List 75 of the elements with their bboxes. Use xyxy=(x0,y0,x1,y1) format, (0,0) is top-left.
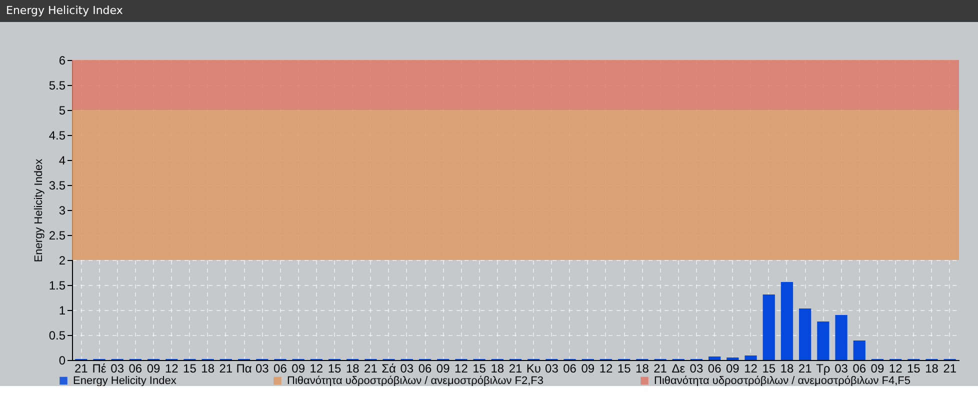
x-tick-label: 06 xyxy=(563,362,577,376)
y-tick-label: 1.5 xyxy=(48,278,66,292)
x-tick-label: 15 xyxy=(617,362,632,376)
legend-label: Πιθανότητα υδροστρόβιλων / ανεμοστρόβιλων F2,F3 xyxy=(287,374,544,387)
x-tick-label: Πέ xyxy=(92,362,107,376)
bar xyxy=(744,356,757,360)
x-tick-label: 09 xyxy=(726,362,740,376)
y-tick-label: 4.5 xyxy=(48,128,66,142)
x-tick-label: 15 xyxy=(472,362,486,376)
x-tick-label: 21 xyxy=(654,362,668,376)
x-tick-label: 03 xyxy=(690,362,704,376)
bar xyxy=(762,294,775,360)
x-tick-label: 06 xyxy=(418,362,432,376)
y-tick-label: 3.5 xyxy=(48,178,66,192)
x-tick-label: 09 xyxy=(436,362,450,376)
x-tick-label: 12 xyxy=(599,362,613,376)
bar xyxy=(817,322,830,360)
x-tick-label: 18 xyxy=(780,362,794,376)
chart-title: Energy Helicity Index xyxy=(6,4,124,17)
x-tick-label: 03 xyxy=(400,362,414,376)
x-tick-label: 21 xyxy=(364,362,378,376)
y-tick-label: 1 xyxy=(58,304,66,318)
x-tick-label: Σά xyxy=(382,362,396,376)
x-tick-label: 21 xyxy=(74,362,88,376)
x-tick-label: 18 xyxy=(346,362,360,376)
y-tick-label: 2 xyxy=(58,254,66,268)
x-tick-label: 06 xyxy=(708,362,722,376)
bar xyxy=(853,340,866,360)
x-tick-label: 03 xyxy=(834,362,848,376)
x-tick-label: 09 xyxy=(292,362,306,376)
x-tick-label: 09 xyxy=(870,362,884,376)
x-tick-label: 21 xyxy=(798,362,812,376)
x-tick-label: 18 xyxy=(636,362,650,376)
bar xyxy=(835,315,848,360)
x-tick-label: 15 xyxy=(328,362,342,376)
y-tick-label: 0.5 xyxy=(48,328,66,342)
x-tick-label: Δε xyxy=(672,362,686,376)
legend-label: Πιθανότητα υδροστρόβιλων / ανεμοστρόβιλων F4,F5 xyxy=(654,374,910,387)
y-axis-title: Energy Helicity Index xyxy=(32,158,45,262)
x-tick-label: Κυ xyxy=(526,362,541,376)
y-tick-label: 5.5 xyxy=(48,78,66,92)
x-tick-label: 18 xyxy=(925,362,939,376)
y-tick-label: 2.5 xyxy=(48,228,66,242)
x-tick-label: 21 xyxy=(508,362,522,376)
y-tick-label: 3 xyxy=(58,204,66,218)
x-tick-label: 06 xyxy=(852,362,866,376)
x-tick-label: 15 xyxy=(762,362,776,376)
x-tick-label: 12 xyxy=(744,362,758,376)
x-tick-label: 15 xyxy=(906,362,921,376)
x-tick-label: 03 xyxy=(545,362,559,376)
bar xyxy=(708,356,721,360)
x-tick-label: 12 xyxy=(454,362,468,376)
y-tick-label: 0 xyxy=(58,354,66,368)
y-tick-label: 5 xyxy=(58,104,66,118)
x-tick-label: 09 xyxy=(581,362,595,376)
legend-label: Energy Helicity Index xyxy=(73,374,177,387)
x-tick-label: 12 xyxy=(164,362,179,376)
x-tick-label: 21 xyxy=(943,362,957,376)
bar xyxy=(780,282,794,360)
x-tick-label: Τρ xyxy=(816,362,830,376)
x-tick-label: 06 xyxy=(274,362,288,376)
y-tick-label: 6 xyxy=(58,54,66,68)
x-tick-label: 12 xyxy=(310,362,324,376)
x-tick-label: 12 xyxy=(888,362,903,376)
x-tick-label: 09 xyxy=(146,362,161,376)
x-tick-label: 21 xyxy=(219,362,233,376)
bar xyxy=(799,308,812,360)
x-tick-label: Πα xyxy=(236,362,252,376)
x-tick-label: 03 xyxy=(255,362,270,376)
x-tick-label: 18 xyxy=(201,362,215,376)
x-tick-label: 15 xyxy=(183,362,197,376)
x-tick-label: 18 xyxy=(490,362,504,376)
y-tick-label: 4 xyxy=(58,154,66,168)
x-tick-label: 06 xyxy=(128,362,142,376)
x-tick-label: 03 xyxy=(110,362,124,376)
